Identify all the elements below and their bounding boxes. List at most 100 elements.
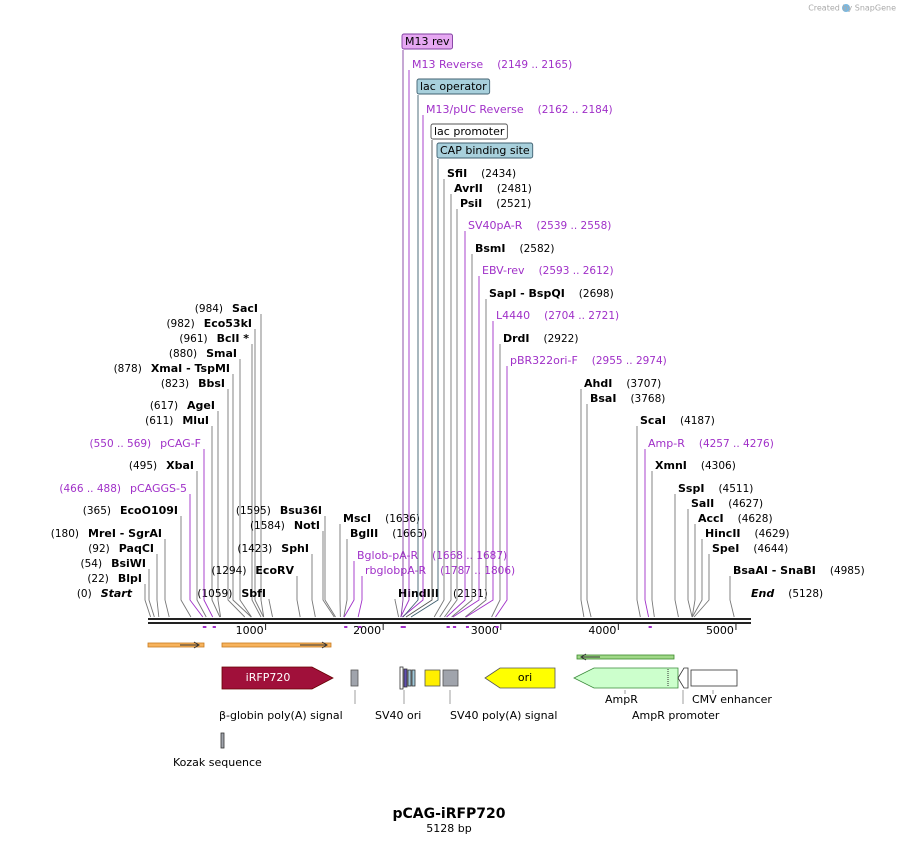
site-name: Start [101,587,133,600]
primer-range: (4257 .. 4276) [699,438,774,450]
leader-line [693,554,710,618]
site-name: MreI - SgrAI [88,527,162,540]
site-name: Eco53kI [204,317,252,330]
site-name: SalI [691,497,714,510]
site-name: BsmI [475,242,506,255]
site-name: BclI * [217,332,250,345]
primer-name: M13/pUC Reverse [426,103,524,116]
leader-line [268,599,273,618]
site-name: SpeI [712,542,739,555]
site-position: (1423) [237,543,272,555]
leader-line [464,299,487,618]
primer-name: EBV-rev [482,264,525,277]
leader-line [217,411,221,618]
site-name: BbsI [198,377,225,390]
site-name: Bsu36I [280,504,322,517]
leader-line [410,159,439,618]
leader-line [189,494,204,618]
primer-range: (466 .. 488) [59,483,121,495]
primer-name: pCAGGS-5 [130,482,187,495]
feature-label: β-globin poly(A) signal [219,709,343,722]
feature-box [401,33,453,50]
site-name: AccI [698,512,724,525]
feature-name: CAP binding site [440,144,530,157]
leader-line [452,276,480,618]
leader-line [311,554,316,618]
leader-line [451,254,473,618]
primer-range: (2539 .. 2558) [536,220,611,232]
leader-line [164,539,170,618]
primer-name: L4440 [496,309,530,322]
site-position: (4187) [680,415,715,427]
primer-name: SV40pA-R [468,219,523,232]
site-name: SspI [678,482,704,495]
primer-range: (2593 .. 2612) [539,265,614,277]
primer-name: pBR322ori-F [510,354,578,367]
leader-line [691,524,696,618]
leader-line [687,509,693,618]
feature-name: lac promoter [434,125,505,138]
leader-line [674,494,679,618]
feature-box [430,123,508,140]
site-name: HincII [705,527,741,540]
site-position: (92) [88,543,110,555]
site-position: (4511) [718,483,753,495]
site-name: HindIII [398,587,439,600]
leader-line [156,554,160,618]
site-position: (2521) [496,198,531,210]
site-position: (2481) [497,183,532,195]
site-name: End [751,587,774,600]
site-position: (4644) [753,543,788,555]
leader-line [495,366,508,618]
site-position: (4627) [728,498,763,510]
site-position: (4985) [830,565,865,577]
orange-arrows [147,641,675,661]
map-title: pCAG-iRFP720 [392,806,505,822]
tick-label: 2000 [353,624,381,637]
primer-name: Amp-R [648,437,685,450]
site-name: XbaI [166,459,194,472]
leader-line [439,194,452,618]
leader-line [433,179,445,618]
leader-line [196,471,207,618]
tick-label: 1000 [236,624,264,637]
features: iRFP720 ori [220,666,738,749]
primer-range: (2162 .. 2184) [538,104,613,116]
site-name: BsaAI - SnaBI [733,564,816,577]
site-name: DrdI [503,332,530,345]
leader-line [644,449,650,618]
site-position: (2922) [544,333,579,345]
leader-line [586,404,592,618]
feature-label: CMV enhancer [692,693,772,706]
site-name: XmnI [655,459,687,472]
site-position: (365) [83,505,111,517]
feature-label: AmpR promoter [632,709,720,722]
feature-label: ori [518,671,532,684]
feature-label: AmpR [605,693,638,706]
leader-line [227,389,246,618]
leader-line [491,344,501,618]
leader-line [651,471,655,618]
feature-label: SV40 ori [375,709,421,722]
site-position: (2698) [579,288,614,300]
leader-line [203,449,214,618]
leader-line [357,576,363,618]
site-position: (823) [161,378,189,390]
feature-label: iRFP720 [246,671,291,684]
site-name: SbfI [241,587,266,600]
feature-label: SV40 poly(A) signal [450,709,557,722]
site-name: MscI [343,512,371,525]
site-position: (3768) [630,393,665,405]
site-name: BlpI [118,572,142,585]
leader-line [394,599,400,618]
feature-label: Kozak sequence [173,756,262,769]
leader-line [343,539,348,618]
site-position: (4306) [701,460,736,472]
feature-name: M13 rev [405,35,450,48]
site-position: (180) [51,528,79,540]
map-length: 5128 bp [426,822,471,835]
primer-name: M13 Reverse [412,58,483,71]
leader-line [322,531,335,618]
leader-line [260,314,265,618]
